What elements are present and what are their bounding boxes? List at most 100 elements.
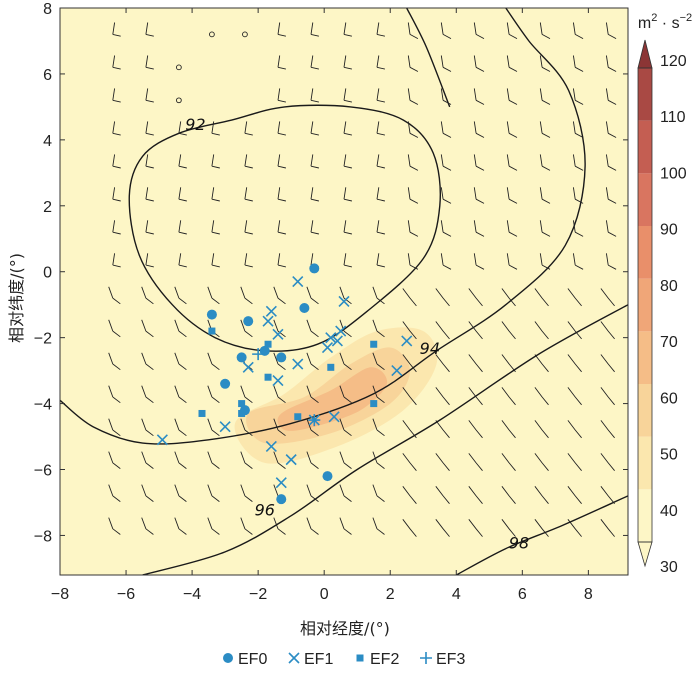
point-ef2 <box>198 409 206 417</box>
wind-barb <box>372 418 385 437</box>
wind-barb <box>376 121 385 136</box>
wind-barb <box>141 352 154 371</box>
point-ef2 <box>327 363 335 371</box>
wind-barb <box>539 253 551 270</box>
contour-label-92: 92 <box>185 115 205 134</box>
wind-barb <box>145 88 154 103</box>
wind-barb <box>108 418 121 437</box>
colorbar-tick-label: 30 <box>660 559 678 576</box>
wind-barb <box>372 286 385 305</box>
point-ef1 <box>265 440 277 453</box>
wind-barb <box>145 121 154 136</box>
wind-barb <box>605 187 617 204</box>
colorbar-segment <box>638 278 652 332</box>
point-ef2 <box>370 400 378 408</box>
wind-barb <box>506 154 518 171</box>
wind-barb <box>343 55 352 70</box>
wind-barb <box>339 352 352 371</box>
wind-barb <box>207 517 220 535</box>
y-tick-label: −8 <box>34 528 52 545</box>
wind-barb <box>174 517 187 535</box>
wind-barb <box>376 220 385 235</box>
colorbar-tick-label: 50 <box>660 447 678 464</box>
wind-barb <box>343 253 352 268</box>
wind-barb <box>567 387 582 406</box>
wind-barb <box>207 451 220 469</box>
y-tick-label: 8 <box>43 1 52 18</box>
wind-barb <box>605 121 617 138</box>
colorbar-bottom-arrow <box>637 541 653 568</box>
colorbar-frame <box>637 67 653 543</box>
wind-barb <box>211 187 220 202</box>
wind-barb <box>605 55 617 72</box>
wind-barb <box>572 253 584 270</box>
colorbar-tick-label: 60 <box>660 390 678 407</box>
legend-marker-ef2 <box>356 654 364 662</box>
wind-barb <box>407 22 419 39</box>
wind-barb <box>407 88 419 105</box>
wind-barb <box>473 253 485 270</box>
wind-barb <box>539 22 551 39</box>
wind-barb <box>572 55 584 72</box>
point-ef1 <box>328 411 340 423</box>
point-ef1 <box>262 315 274 327</box>
wind-barb <box>501 387 516 406</box>
wind-barb <box>174 451 187 469</box>
wind-barb <box>178 154 187 169</box>
wind-barb <box>141 385 154 404</box>
colorbar-segment <box>638 384 652 437</box>
wind-barb <box>174 418 187 437</box>
wind-barb <box>468 321 483 340</box>
wind-barb <box>306 517 319 535</box>
wind-barb <box>343 121 352 136</box>
wind-barb <box>506 187 518 204</box>
point-ef0 <box>220 378 231 389</box>
wind-barb <box>372 484 385 502</box>
wind-barb <box>407 220 419 237</box>
wind-barb <box>567 321 582 340</box>
colorbar-tick-label: 100 <box>660 165 687 182</box>
y-tick-label: 2 <box>43 199 52 216</box>
wind-barb <box>145 154 154 169</box>
legend-label-ef1: EF1 <box>304 651 333 668</box>
wind-barb <box>306 484 319 502</box>
wind-barb <box>145 220 154 235</box>
contour-line-98 <box>455 495 628 575</box>
wind-barb <box>277 220 286 235</box>
wind-barb <box>572 187 584 204</box>
wind-barb <box>473 154 485 171</box>
wind-barb <box>372 352 385 371</box>
wind-barb <box>407 154 419 171</box>
wind-barb <box>440 187 452 204</box>
point-ef1 <box>219 421 231 433</box>
wind-barb <box>572 22 584 39</box>
wind-barb <box>240 484 253 502</box>
colorbar-segment <box>638 120 652 174</box>
wind-barb <box>605 253 617 270</box>
wind-barb <box>435 486 450 504</box>
x-tick-label: −4 <box>183 586 201 603</box>
legend-label-ef0: EF0 <box>238 651 267 668</box>
wind-barb <box>473 88 485 105</box>
wind-barb <box>600 354 615 373</box>
point-ef1 <box>331 335 343 347</box>
point-ef0 <box>206 309 217 320</box>
shading-layer <box>60 255 610 575</box>
wind-barb <box>244 253 253 268</box>
wind-barb <box>440 154 452 171</box>
contour-line-90 <box>406 8 451 108</box>
colorbar: 30 40 50 60 70 80 90 100 110 120 <box>637 39 687 576</box>
wind-barb <box>145 55 154 70</box>
wind-barb <box>501 288 516 307</box>
contour-label-layer: 92 94 96 98 <box>185 115 529 553</box>
wind-barb <box>211 121 220 136</box>
wind-barb <box>440 88 452 105</box>
point-ef1 <box>401 335 413 347</box>
y-tick-label: −6 <box>34 463 52 480</box>
wind-barb <box>141 484 154 502</box>
point-ef2 <box>294 413 302 421</box>
wind-barb <box>244 220 253 235</box>
y-tick-label: 0 <box>43 265 52 282</box>
contour-layer <box>60 8 628 575</box>
wind-barb <box>473 22 485 39</box>
